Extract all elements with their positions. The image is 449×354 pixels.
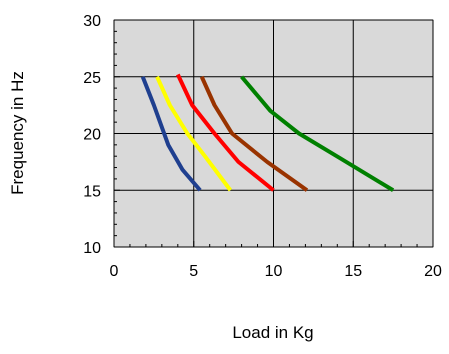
x-tick-label-0: 0 [110, 263, 119, 280]
series-line-3 [175, 73, 275, 192]
x-axis-title: Load in Kg [232, 323, 313, 342]
tick-layer [113, 19, 434, 248]
series-line-2 [155, 75, 233, 192]
x-tick-label-10: 10 [265, 263, 283, 280]
series-line-5 [240, 75, 395, 192]
y-tick-label-20: 20 [83, 127, 101, 144]
y-axis-title: Frequency in Hz [8, 71, 27, 195]
label-layer: 0 5 10 15 20 10 15 20 25 30 [83, 13, 442, 280]
x-tick-label-15: 15 [344, 263, 362, 280]
x-tick-label-5: 5 [189, 263, 198, 280]
x-tick-label-20: 20 [424, 263, 442, 280]
y-tick-label-15: 15 [83, 183, 101, 200]
y-tick-label-25: 25 [83, 70, 101, 87]
series-line-1 [140, 76, 202, 192]
series-line-4 [199, 75, 309, 192]
y-tick-label-30: 30 [83, 13, 101, 30]
series-layer [140, 73, 395, 192]
y-tick-label-10: 10 [83, 240, 101, 257]
